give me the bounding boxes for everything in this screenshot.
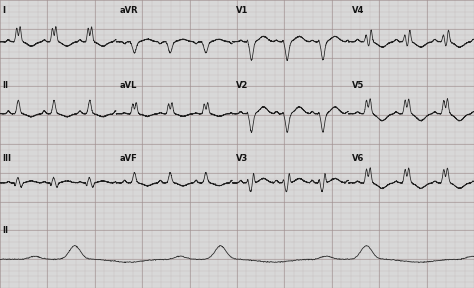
Text: V6: V6 <box>352 154 364 163</box>
Text: aVR: aVR <box>119 6 138 15</box>
Text: V4: V4 <box>352 6 364 15</box>
Text: V3: V3 <box>236 154 248 163</box>
Text: V5: V5 <box>352 81 364 90</box>
Text: I: I <box>2 6 5 15</box>
Text: aVL: aVL <box>119 81 137 90</box>
Text: V2: V2 <box>236 81 248 90</box>
Text: aVF: aVF <box>119 154 137 163</box>
Text: II: II <box>2 81 8 90</box>
Text: III: III <box>2 154 11 163</box>
Text: II: II <box>2 226 8 235</box>
Text: V1: V1 <box>236 6 248 15</box>
